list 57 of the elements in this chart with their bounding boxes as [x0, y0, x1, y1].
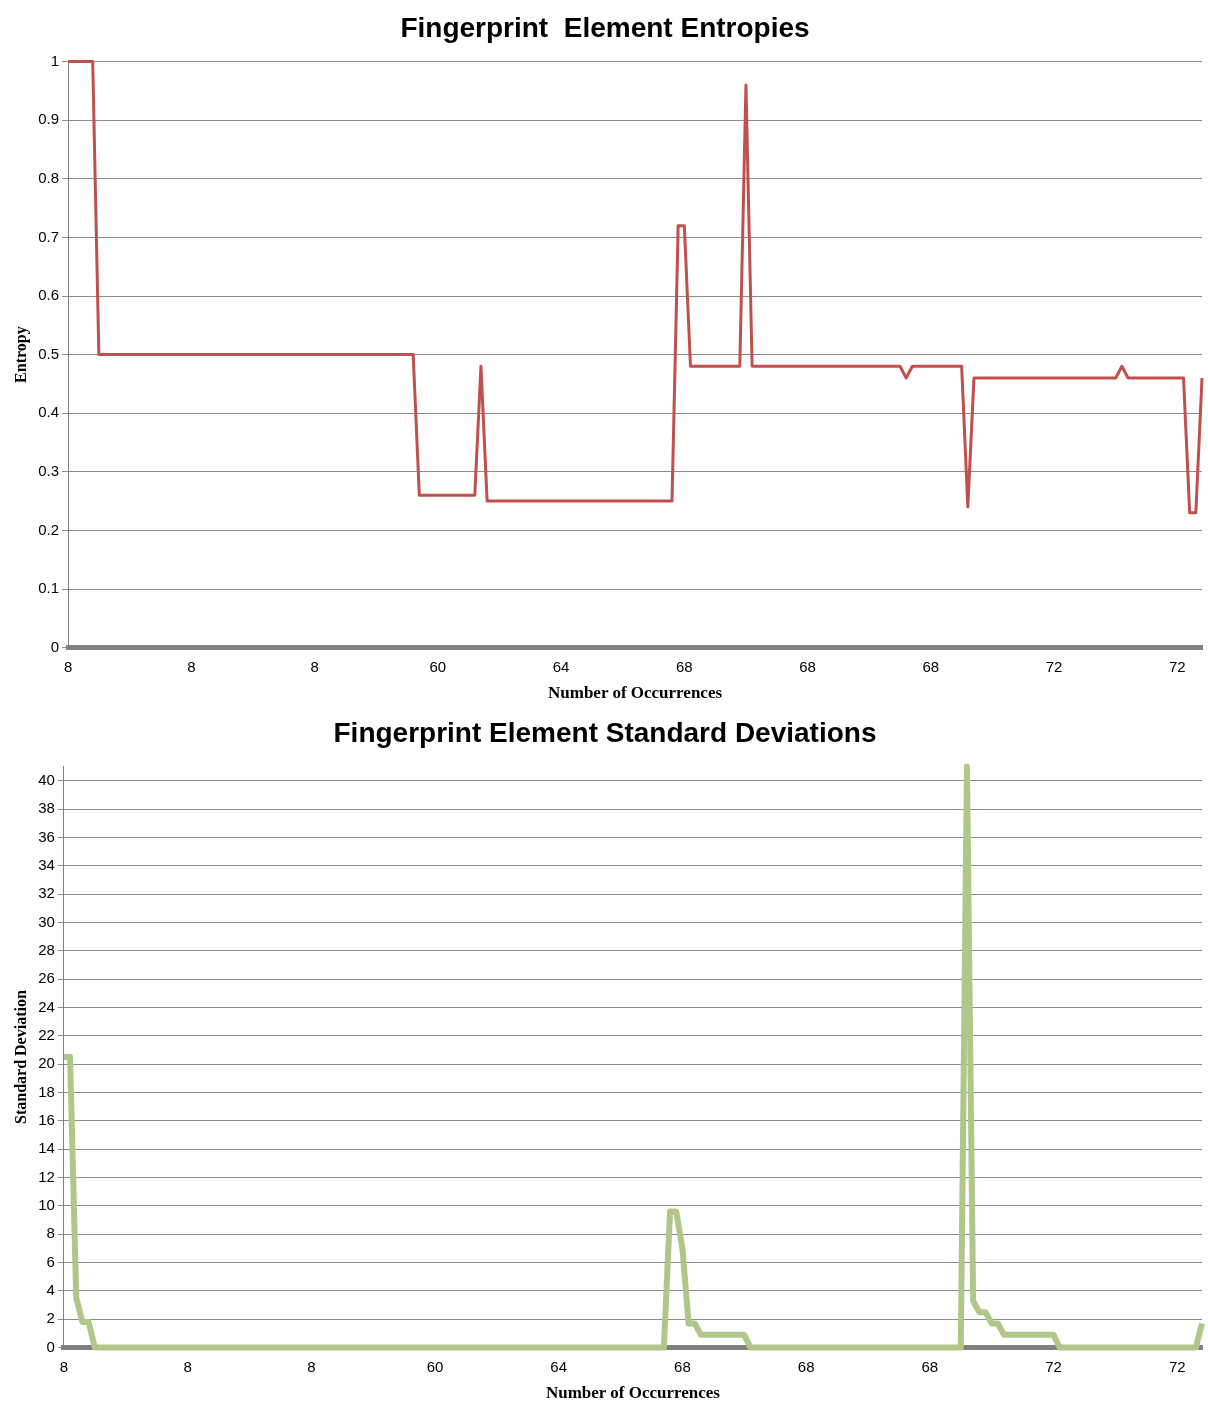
- y-tick-label: 30: [38, 912, 55, 930]
- x-tick-label: 8: [307, 1357, 316, 1375]
- y-tick-label: 0.4: [38, 403, 60, 421]
- y-tick-label: 34: [38, 855, 55, 873]
- y-tick-label: 10: [38, 1196, 55, 1214]
- x-tick-label: 8: [310, 657, 319, 675]
- x-tick-label: 64: [550, 1357, 568, 1375]
- x-tick-label: 8: [183, 1357, 192, 1375]
- y-tick-label: 0.3: [38, 461, 60, 479]
- y-tick-label: 4: [46, 1281, 55, 1299]
- y-tick-label: 0.7: [38, 227, 60, 245]
- y-tick-label: 0: [50, 637, 60, 655]
- x-tick-label: 68: [675, 657, 693, 675]
- y-tick-label: 0: [46, 1337, 55, 1355]
- y-tick-label: 0.8: [38, 168, 60, 186]
- y-tick-label: 12: [38, 1167, 55, 1185]
- x-axis-title: Number of Occurrences: [547, 683, 723, 703]
- x-tick-label: 60: [429, 657, 447, 675]
- x-tick-label: 68: [799, 657, 816, 675]
- x-tick-label: 68: [921, 1357, 939, 1375]
- x-tick-label: 64: [552, 657, 570, 675]
- y-axis-title: Standard Deviation: [11, 990, 29, 1124]
- x-tick-label: 72: [1168, 1357, 1186, 1375]
- x-tick-label: 68: [922, 657, 940, 675]
- y-tick-label: 14: [38, 1139, 55, 1157]
- x-tick-label: 60: [426, 1357, 444, 1375]
- y-tick-label: 24: [38, 997, 55, 1015]
- y-tick-label: 20: [38, 1054, 55, 1072]
- y-tick-label: 0.5: [38, 344, 60, 362]
- y-tick-label: 18: [38, 1082, 55, 1100]
- y-tick-label: 6: [46, 1252, 55, 1270]
- chart-title: Fingerprint Element Standard Deviations: [333, 716, 877, 748]
- y-tick-label: 1: [50, 51, 60, 69]
- y-tick-label: 0.9: [38, 110, 60, 128]
- x-tick-label: 68: [674, 1357, 691, 1375]
- y-tick-label: 2: [46, 1309, 55, 1327]
- y-tick-label: 0.1: [38, 579, 60, 597]
- x-tick-label: 8: [187, 657, 196, 675]
- x-tick-label: 72: [1169, 657, 1186, 675]
- y-tick-label: 38: [38, 799, 55, 817]
- x-tick-label: 72: [1045, 657, 1063, 675]
- y-tick-label: 28: [38, 940, 55, 958]
- y-tick-label: 22: [38, 1025, 55, 1043]
- y-tick-label: 8: [46, 1224, 55, 1242]
- x-axis-title: Number of Occurrences: [545, 1383, 721, 1403]
- y-tick-label: 0.2: [38, 520, 60, 538]
- x-tick-label: 68: [797, 1357, 815, 1375]
- y-tick-label: 40: [38, 770, 55, 788]
- y-tick-label: 32: [38, 884, 55, 902]
- y-tick-label: 26: [38, 969, 55, 987]
- y-tick-label: 16: [38, 1111, 55, 1129]
- x-tick-label: 72: [1045, 1357, 1062, 1375]
- chart-title: Fingerprint Element Entropies: [400, 11, 810, 43]
- y-tick-label: 0.6: [38, 286, 60, 304]
- x-tick-label: 8: [63, 657, 73, 675]
- y-tick-label: 36: [38, 827, 55, 845]
- y-axis-title: Entropy: [11, 326, 30, 383]
